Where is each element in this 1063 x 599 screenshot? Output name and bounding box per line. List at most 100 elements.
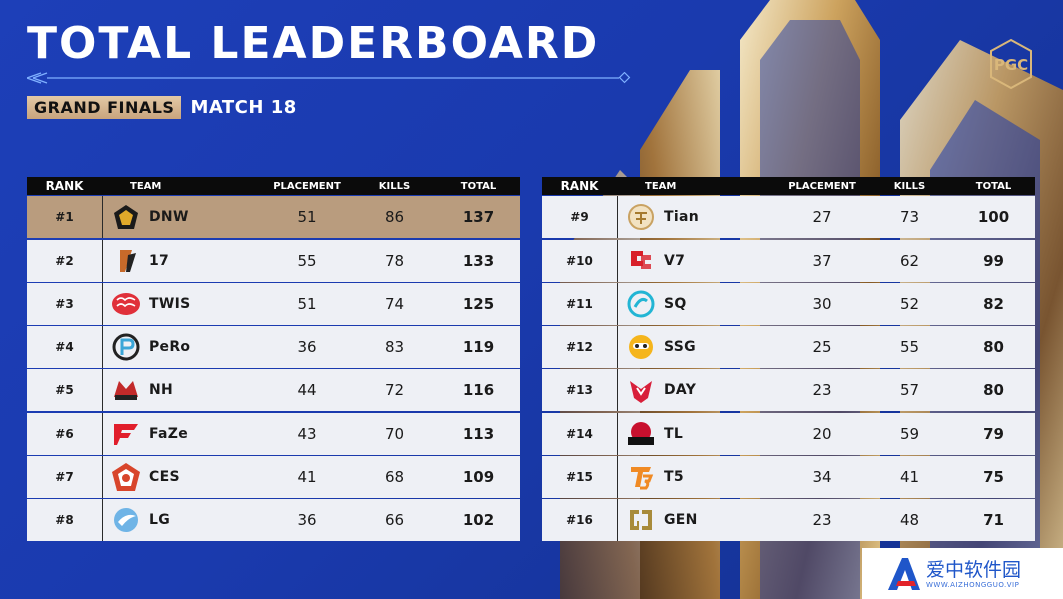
team-cell: GEN	[617, 499, 777, 542]
table-header: RANK TEAM PLACEMENT KILLS TOTAL	[542, 177, 1035, 195]
tian-logo-icon	[626, 202, 656, 232]
kills-cell: 48	[899, 511, 920, 530]
kills-cell: 73	[899, 208, 920, 227]
kills-cell: 52	[899, 294, 920, 313]
team-name: V7	[664, 252, 686, 269]
col-placement: PLACEMENT	[273, 180, 341, 192]
v7-logo-icon	[626, 246, 656, 276]
kills-cell: 86	[384, 208, 405, 227]
rank-cell: #5	[55, 383, 74, 398]
table-header: RANK TEAM PLACEMENT KILLS TOTAL	[27, 177, 520, 195]
dnw-logo-icon	[111, 202, 141, 232]
rank-cell: #16	[566, 513, 593, 528]
team-name: 17	[149, 252, 170, 269]
team-cell: 17	[102, 239, 262, 282]
team-cell: Tian	[617, 196, 777, 239]
kills-cell: 72	[384, 381, 405, 400]
total-cell: 82	[983, 294, 1004, 313]
total-cell: 116	[462, 381, 495, 400]
team-name: DNW	[149, 209, 189, 226]
team-name: PeRo	[149, 339, 191, 356]
team-cell: NH	[102, 369, 262, 412]
team-cell: CES	[102, 456, 262, 499]
team-name: SSG	[664, 339, 696, 356]
placement-cell: 25	[812, 338, 832, 357]
watermark: 爱中软件园 WWW.AIZHONGGUO.VIP	[862, 548, 1063, 599]
placement-cell: 23	[812, 511, 832, 530]
total-cell: 99	[983, 251, 1004, 270]
table-row: #16 GEN 23 48 71	[542, 499, 1035, 542]
rank-cell: #2	[55, 253, 74, 268]
table-row: #15 T5 34 41 75	[542, 456, 1035, 499]
team-cell: PeRo	[102, 326, 262, 369]
team-cell: SSG	[617, 326, 777, 369]
kills-cell: 68	[384, 468, 405, 487]
total-cell: 113	[462, 424, 495, 443]
faze-logo-icon	[111, 419, 141, 449]
title-underline-decoration	[27, 72, 631, 84]
col-rank: RANK	[45, 179, 84, 193]
stage-badge: GRAND FINALS	[27, 96, 182, 119]
table-row: #2 17 55 78 133	[27, 239, 520, 282]
team-name: DAY	[664, 382, 697, 399]
col-team: TEAM	[645, 180, 677, 192]
rank-cell: #8	[55, 513, 74, 528]
kills-cell: 57	[899, 381, 920, 400]
rank-cell: #9	[570, 210, 589, 225]
total-cell: 80	[983, 381, 1004, 400]
pgc-logo-icon: PGC	[990, 38, 1032, 90]
placement-cell: 30	[812, 294, 832, 313]
rank-cell: #15	[566, 470, 593, 485]
team-cell: TL	[617, 412, 777, 455]
day-logo-icon	[626, 375, 656, 405]
gen-logo-icon	[626, 505, 656, 535]
table-row: #1 DNW 51 86 137	[27, 196, 520, 239]
twis-logo-icon	[111, 289, 141, 319]
kills-cell: 74	[384, 294, 405, 313]
total-cell: 119	[462, 338, 495, 357]
team-cell: FaZe	[102, 412, 262, 455]
rank-cell: #11	[566, 296, 593, 311]
col-rank: RANK	[560, 179, 599, 193]
kills-cell: 70	[384, 424, 405, 443]
col-team: TEAM	[130, 180, 162, 192]
team-name: NH	[149, 382, 174, 399]
col-kills: KILLS	[893, 180, 926, 192]
watermark-text: 爱中软件园 WWW.AIZHONGGUO.VIP	[926, 559, 1021, 589]
watermark-sub: WWW.AIZHONGGUO.VIP	[926, 580, 1020, 589]
col-placement: PLACEMENT	[788, 180, 856, 192]
table-row: #14 TL 20 59 79	[542, 412, 1035, 455]
total-cell: 80	[983, 338, 1004, 357]
rank-cell: #12	[566, 340, 593, 355]
placement-cell: 41	[297, 468, 317, 487]
table-row: #9 Tian 27 73 100	[542, 196, 1035, 239]
kills-cell: 59	[899, 424, 920, 443]
total-cell: 79	[983, 424, 1004, 443]
team-cell: SQ	[617, 282, 777, 325]
table-row: #7 CES 41 68 109	[27, 456, 520, 499]
kills-cell: 78	[384, 251, 405, 270]
total-cell: 125	[462, 294, 495, 313]
placement-cell: 20	[812, 424, 832, 443]
kills-cell: 66	[384, 511, 405, 530]
table-row: #3 TWIS 51 74 125	[27, 282, 520, 325]
rank-cell: #7	[55, 470, 74, 485]
rank-cell: #4	[55, 340, 74, 355]
team-name: FaZe	[149, 425, 189, 442]
placement-cell: 51	[297, 208, 317, 227]
table-row: #10 V7 37 62 99	[542, 239, 1035, 282]
placement-cell: 27	[812, 208, 832, 227]
placement-cell: 55	[297, 251, 317, 270]
rank-cell: #13	[566, 383, 593, 398]
table-row: #5 NH 44 72 116	[27, 369, 520, 412]
kills-cell: 62	[899, 251, 920, 270]
placement-cell: 37	[812, 251, 832, 270]
team-name: GEN	[664, 512, 698, 529]
placement-cell: 43	[297, 424, 317, 443]
rank-cell: #10	[566, 253, 593, 268]
pero-logo-icon	[111, 332, 141, 362]
kills-cell: 41	[899, 468, 920, 487]
team-name: SQ	[664, 295, 687, 312]
team-name: Tian	[664, 209, 699, 226]
sq-logo-icon	[626, 289, 656, 319]
